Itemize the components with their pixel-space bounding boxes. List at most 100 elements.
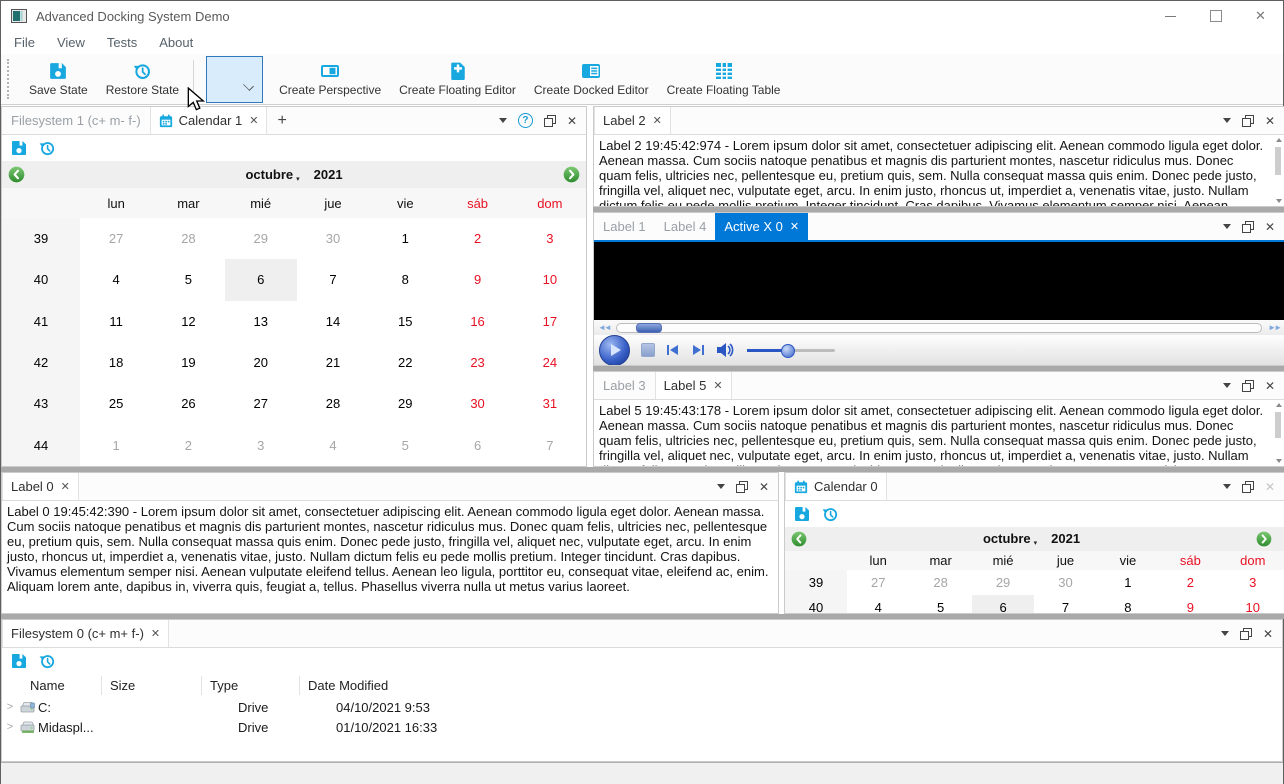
toolbar-drag-handle[interactable] [7, 59, 14, 99]
menu-about[interactable]: About [159, 35, 194, 50]
calendar-day[interactable]: 10 [542, 272, 558, 288]
table-row[interactable]: > C: Drive 04/10/2021 9:53 [2, 697, 1282, 717]
tab-calendar-1[interactable]: Calendar 1 ✕ [149, 107, 268, 134]
next-month-icon[interactable] [1256, 531, 1272, 547]
calendar-day[interactable]: 2 [473, 231, 482, 247]
next-month-icon[interactable] [563, 166, 580, 183]
calendar-month[interactable]: octubre [982, 531, 1031, 546]
calendar-day[interactable]: 31 [542, 396, 558, 412]
restore-icon[interactable] [822, 506, 838, 522]
tab-label-3[interactable]: Label 3 [594, 372, 655, 399]
close-tab-icon[interactable]: ✕ [150, 628, 161, 640]
close-tab-icon[interactable]: ✕ [249, 115, 259, 127]
save-icon[interactable] [11, 140, 27, 156]
close-dock-icon[interactable]: ✕ [758, 479, 769, 494]
calendar-day[interactable]: 19 [181, 355, 196, 371]
column-header-date-modified[interactable]: Date Modified [308, 678, 389, 693]
calendar-day[interactable]: 29 [398, 396, 413, 412]
column-header-name[interactable]: Name [2, 676, 102, 695]
calendar-day[interactable]: 17 [542, 313, 558, 329]
calendar-day[interactable]: 4 [874, 600, 882, 613]
table-row[interactable]: > Midaspl... Drive 01/10/2021 16:33 [2, 717, 1282, 737]
splitter-vertical[interactable] [587, 106, 593, 467]
calendar-day[interactable]: 6 [971, 595, 1035, 613]
volume-icon[interactable] [716, 342, 736, 358]
create-perspective-button[interactable]: Create Perspective [270, 59, 390, 100]
calendar-day[interactable]: 22 [398, 355, 413, 371]
dock-menu-icon[interactable] [1222, 383, 1231, 388]
calendar-day[interactable]: 1 [112, 437, 120, 453]
dock-menu-icon[interactable] [1222, 484, 1231, 489]
calendar-day[interactable]: 7 [546, 437, 554, 453]
scroll-up-icon[interactable] [1276, 403, 1282, 407]
expander-icon[interactable]: > [6, 701, 14, 713]
splitter-vertical[interactable] [779, 472, 784, 614]
menu-file[interactable]: File [14, 35, 35, 50]
column-header-type[interactable]: Type [202, 676, 300, 695]
create-floating-table-button[interactable]: Create Floating Table [658, 59, 790, 100]
calendar-day[interactable]: 30 [470, 396, 485, 412]
calendar-day[interactable]: 24 [542, 355, 558, 371]
tab-active-x-0[interactable]: Active X 0 ✕ [715, 213, 809, 240]
calendar-day[interactable]: 28 [181, 231, 196, 247]
calendar-day[interactable]: 25 [108, 396, 124, 412]
calendar-day[interactable]: 2 [184, 437, 193, 453]
maximize-button[interactable] [1193, 1, 1238, 31]
tab-label-2[interactable]: Label 2 ✕ [594, 107, 671, 134]
scrollbar[interactable] [1273, 135, 1284, 206]
undock-icon[interactable] [543, 114, 556, 127]
menu-tests[interactable]: Tests [106, 35, 138, 50]
close-tab-icon[interactable]: ✕ [713, 380, 723, 392]
calendar-month[interactable]: octubre [245, 166, 294, 182]
calendar-day[interactable]: 10 [1245, 600, 1260, 613]
restore-icon[interactable] [39, 653, 55, 669]
calendar-day[interactable]: 27 [870, 575, 886, 590]
create-docked-editor-button[interactable]: Create Docked Editor [525, 59, 658, 100]
scroll-down-icon[interactable] [1276, 199, 1282, 203]
undock-icon[interactable] [735, 480, 748, 493]
rewind-icon[interactable]: ◄◄ [598, 322, 612, 332]
undock-icon[interactable] [1241, 379, 1254, 392]
undock-icon[interactable] [1241, 220, 1254, 233]
calendar-day[interactable]: 5 [184, 272, 193, 288]
scrollbar[interactable] [1273, 400, 1284, 466]
calendar-day[interactable]: 8 [401, 272, 409, 288]
tab-calendar-0[interactable]: Calendar 0 [785, 473, 887, 500]
seek-slider[interactable] [615, 322, 1263, 333]
calendar-day[interactable]: 29 [253, 231, 268, 247]
expander-icon[interactable]: > [6, 721, 14, 733]
close-tab-icon[interactable]: ✕ [652, 115, 662, 127]
close-dock-icon[interactable]: ✕ [1264, 219, 1275, 234]
save-icon[interactable] [11, 653, 27, 669]
calendar-day[interactable]: 3 [1249, 575, 1257, 590]
calendar-day[interactable]: 14 [325, 313, 341, 329]
calendar-day[interactable]: 21 [325, 355, 341, 371]
dock-menu-icon[interactable] [716, 484, 725, 489]
scroll-down-icon[interactable] [1276, 459, 1282, 463]
calendar-day[interactable]: 13 [253, 313, 268, 329]
restore-icon[interactable] [39, 140, 55, 156]
calendar-day[interactable]: 1 [1124, 575, 1132, 590]
dock-menu-icon[interactable] [498, 118, 507, 123]
close-dock-icon[interactable]: ✕ [566, 113, 577, 128]
calendar-day[interactable]: 20 [253, 355, 268, 371]
undock-icon[interactable] [1241, 480, 1254, 493]
fast-forward-icon[interactable]: ►► [1268, 322, 1282, 332]
tab-label-0[interactable]: Label 0 ✕ [2, 473, 79, 500]
calendar-day[interactable]: 18 [108, 355, 124, 371]
calendar-day[interactable]: 15 [398, 313, 413, 329]
calendar-day[interactable]: 26 [181, 396, 196, 412]
calendar-day[interactable]: 4 [112, 272, 120, 288]
tab-label-1[interactable]: Label 1 [594, 213, 655, 240]
calendar-day[interactable]: 3 [546, 231, 554, 247]
dock-menu-icon[interactable] [1222, 118, 1231, 123]
column-header-size[interactable]: Size [102, 676, 202, 695]
calendar-day[interactable]: 28 [933, 575, 948, 590]
calendar-day[interactable]: 7 [329, 272, 337, 288]
calendar-day[interactable]: 27 [253, 396, 268, 412]
scroll-up-icon[interactable] [1276, 138, 1282, 142]
calendar-day[interactable]: 27 [108, 231, 124, 247]
play-button[interactable] [599, 334, 630, 365]
minimize-button[interactable] [1148, 1, 1193, 31]
splitter-horizontal[interactable] [1, 614, 1284, 619]
